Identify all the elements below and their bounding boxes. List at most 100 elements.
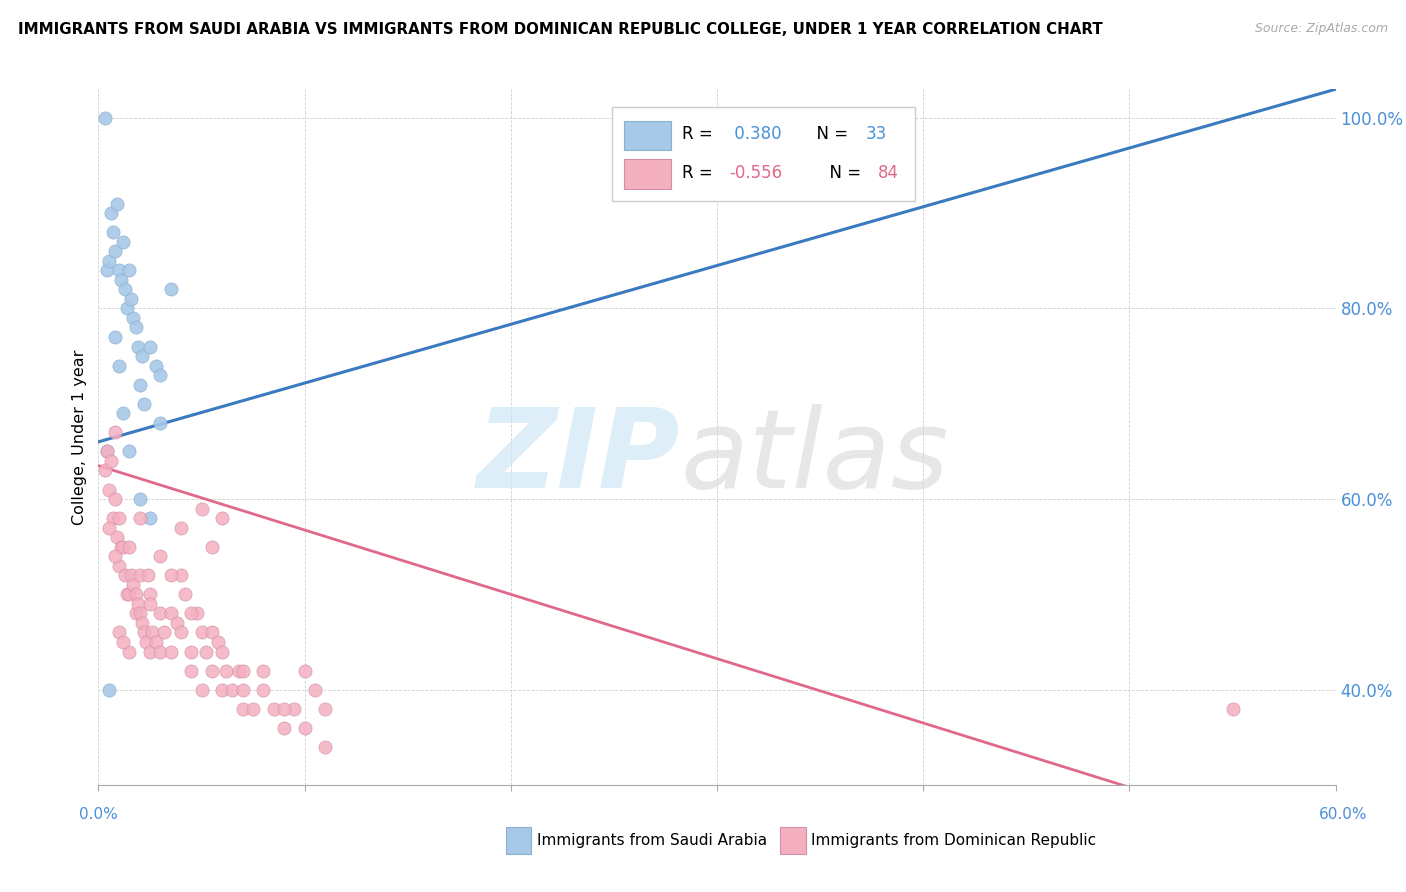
Point xyxy=(283,702,305,716)
Point xyxy=(104,244,127,259)
Point xyxy=(104,549,127,564)
Point xyxy=(96,444,118,458)
Text: N =: N = xyxy=(806,126,853,144)
Text: ZIP: ZIP xyxy=(477,404,681,511)
Point xyxy=(207,635,229,649)
Point xyxy=(201,625,224,640)
Y-axis label: College, Under 1 year: College, Under 1 year xyxy=(72,350,87,524)
Point xyxy=(170,568,193,582)
Point xyxy=(273,721,295,735)
Point xyxy=(124,320,146,334)
Text: R =: R = xyxy=(682,164,718,182)
Point xyxy=(304,682,326,697)
Point xyxy=(139,511,162,525)
Point xyxy=(1222,702,1244,716)
Point xyxy=(108,511,131,525)
Point xyxy=(159,282,181,296)
Point xyxy=(118,540,141,554)
Point xyxy=(201,540,224,554)
Point xyxy=(114,568,136,582)
Point xyxy=(149,368,172,383)
Text: 0.0%: 0.0% xyxy=(79,807,118,822)
Point xyxy=(96,444,118,458)
Point xyxy=(174,587,197,601)
Point xyxy=(132,625,155,640)
Point xyxy=(180,607,202,621)
Point xyxy=(110,273,132,287)
Text: IMMIGRANTS FROM SAUDI ARABIA VS IMMIGRANTS FROM DOMINICAN REPUBLIC COLLEGE, UNDE: IMMIGRANTS FROM SAUDI ARABIA VS IMMIGRAN… xyxy=(18,22,1104,37)
Point xyxy=(120,568,142,582)
Point xyxy=(118,444,141,458)
Point xyxy=(263,702,285,716)
Point xyxy=(149,607,172,621)
Point xyxy=(97,483,120,497)
Point xyxy=(145,359,167,373)
Point xyxy=(294,664,316,678)
Point xyxy=(96,263,118,277)
Point xyxy=(201,664,224,678)
Text: 84: 84 xyxy=(877,164,898,182)
Point xyxy=(159,568,181,582)
Point xyxy=(132,397,155,411)
Point xyxy=(100,206,122,220)
Text: N =: N = xyxy=(818,164,866,182)
Point xyxy=(190,501,212,516)
Point xyxy=(108,359,131,373)
Point xyxy=(128,377,150,392)
Point xyxy=(314,739,336,754)
Bar xyxy=(624,120,671,150)
Point xyxy=(153,625,176,640)
Text: -0.556: -0.556 xyxy=(730,164,783,182)
Point xyxy=(97,682,120,697)
Point xyxy=(104,425,127,440)
Point xyxy=(211,644,233,658)
Point xyxy=(180,664,202,678)
Text: R =: R = xyxy=(682,126,718,144)
Point xyxy=(128,511,150,525)
Point xyxy=(120,292,142,306)
Text: 60.0%: 60.0% xyxy=(1319,807,1367,822)
Point xyxy=(139,339,162,353)
Point xyxy=(128,607,150,621)
Point xyxy=(117,301,139,316)
Point xyxy=(118,644,141,658)
Bar xyxy=(624,160,671,189)
Point xyxy=(112,540,135,554)
Point xyxy=(131,349,153,363)
Point xyxy=(97,253,120,268)
Point xyxy=(145,635,167,649)
Point xyxy=(105,196,128,211)
Point xyxy=(127,597,149,611)
Text: 33: 33 xyxy=(866,126,887,144)
Point xyxy=(294,721,316,735)
Point xyxy=(122,310,145,325)
Point xyxy=(118,587,141,601)
Point xyxy=(252,664,274,678)
Point xyxy=(186,607,208,621)
Point xyxy=(128,491,150,506)
Point xyxy=(101,511,124,525)
Text: Source: ZipAtlas.com: Source: ZipAtlas.com xyxy=(1254,22,1388,36)
Point xyxy=(122,578,145,592)
Point xyxy=(131,615,153,630)
Point xyxy=(242,702,264,716)
Point xyxy=(118,263,141,277)
Point xyxy=(108,625,131,640)
Point xyxy=(232,682,254,697)
Point xyxy=(273,702,295,716)
Point xyxy=(139,644,162,658)
Point xyxy=(149,549,172,564)
Point xyxy=(136,568,159,582)
Point xyxy=(180,644,202,658)
Point xyxy=(97,521,120,535)
Point xyxy=(112,406,135,420)
Text: atlas: atlas xyxy=(681,404,949,511)
Text: Immigrants from Saudi Arabia: Immigrants from Saudi Arabia xyxy=(537,833,768,847)
Point xyxy=(128,568,150,582)
Point xyxy=(135,635,157,649)
Point xyxy=(190,682,212,697)
Point xyxy=(100,454,122,468)
Text: Immigrants from Dominican Republic: Immigrants from Dominican Republic xyxy=(811,833,1097,847)
Point xyxy=(93,463,115,477)
Point xyxy=(104,491,127,506)
